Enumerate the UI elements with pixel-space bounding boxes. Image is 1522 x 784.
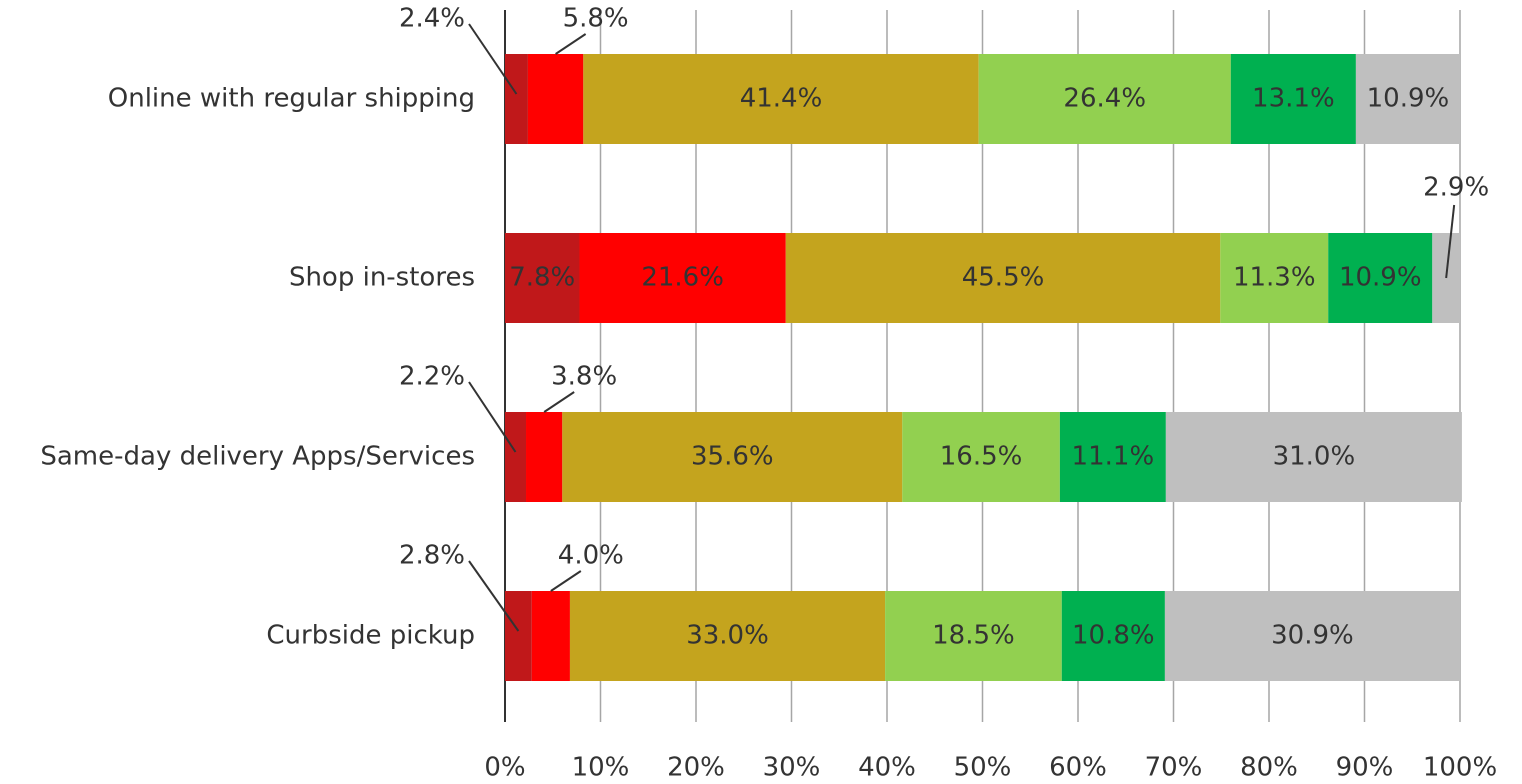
data-label: 2.8% bbox=[399, 541, 465, 571]
x-tick-label: 20% bbox=[667, 753, 725, 783]
bar-segment bbox=[505, 54, 528, 144]
x-tick-label: 0% bbox=[484, 753, 525, 783]
x-tick-label: 70% bbox=[1145, 753, 1203, 783]
bar-segment bbox=[902, 412, 1060, 502]
leader-line bbox=[468, 23, 518, 95]
bar-segment bbox=[1355, 54, 1460, 144]
leader-line bbox=[468, 560, 520, 632]
x-tick-label: 100% bbox=[1423, 753, 1497, 783]
x-tick-label: 40% bbox=[858, 753, 916, 783]
bar-segment bbox=[1220, 233, 1329, 323]
y-tick-label: Shop in-stores bbox=[289, 263, 475, 293]
data-label: 41.4% bbox=[740, 84, 823, 114]
y-tick-label: Curbside pickup bbox=[266, 621, 475, 651]
x-tick-label: 50% bbox=[954, 753, 1012, 783]
bar-segment bbox=[1230, 54, 1356, 144]
bar-segment bbox=[579, 233, 786, 323]
bar-segment bbox=[505, 412, 527, 502]
bar-segment bbox=[1328, 233, 1433, 323]
bar-segment bbox=[526, 412, 563, 502]
bar-segment bbox=[505, 591, 532, 681]
data-label: 31.0% bbox=[1273, 442, 1356, 472]
bar-segment bbox=[531, 591, 570, 681]
leader-line bbox=[468, 381, 517, 453]
data-label: 5.8% bbox=[563, 4, 629, 34]
data-label: 10.9% bbox=[1367, 84, 1450, 114]
data-label: 4.0% bbox=[558, 541, 624, 571]
bar-segment bbox=[527, 54, 584, 144]
data-label: 10.8% bbox=[1072, 621, 1155, 651]
data-label: 45.5% bbox=[962, 263, 1045, 293]
data-label: 7.8% bbox=[509, 263, 575, 293]
data-label: 3.8% bbox=[551, 362, 617, 392]
data-label: 11.3% bbox=[1233, 263, 1316, 293]
x-tick-label: 10% bbox=[572, 753, 630, 783]
data-label: 21.6% bbox=[641, 263, 724, 293]
bar-segment bbox=[885, 591, 1062, 681]
data-label: 26.4% bbox=[1063, 84, 1146, 114]
x-tick-label: 90% bbox=[1336, 753, 1394, 783]
bar-segment bbox=[1164, 591, 1460, 681]
x-tick-label: 30% bbox=[763, 753, 821, 783]
data-label: 2.2% bbox=[399, 362, 465, 392]
bar-segment bbox=[785, 233, 1221, 323]
bar-segment bbox=[505, 233, 580, 323]
data-label: 11.1% bbox=[1072, 442, 1155, 472]
y-tick-label: Same-day delivery Apps/Services bbox=[40, 442, 475, 472]
bar-segment bbox=[562, 412, 903, 502]
data-label: 33.0% bbox=[686, 621, 769, 651]
bar-segment bbox=[583, 54, 979, 144]
bar-segment bbox=[1165, 412, 1462, 502]
leader-line bbox=[555, 33, 587, 55]
bar-segment bbox=[1061, 591, 1165, 681]
bar-segment bbox=[978, 54, 1231, 144]
data-label: 13.1% bbox=[1252, 84, 1335, 114]
leader-line bbox=[550, 570, 582, 592]
x-tick-label: 80% bbox=[1240, 753, 1298, 783]
data-label: 10.9% bbox=[1339, 263, 1422, 293]
leader-line bbox=[1445, 204, 1456, 279]
data-label: 2.4% bbox=[399, 4, 465, 34]
data-label: 2.9% bbox=[1423, 173, 1489, 203]
data-label: 16.5% bbox=[940, 442, 1023, 472]
bar-segment bbox=[569, 591, 886, 681]
bar-segment bbox=[1059, 412, 1166, 502]
leader-line bbox=[543, 391, 575, 413]
data-label: 30.9% bbox=[1271, 621, 1354, 651]
data-label: 35.6% bbox=[691, 442, 774, 472]
data-label: 18.5% bbox=[932, 621, 1015, 651]
y-tick-label: Online with regular shipping bbox=[108, 84, 475, 114]
x-tick-label: 60% bbox=[1049, 753, 1107, 783]
